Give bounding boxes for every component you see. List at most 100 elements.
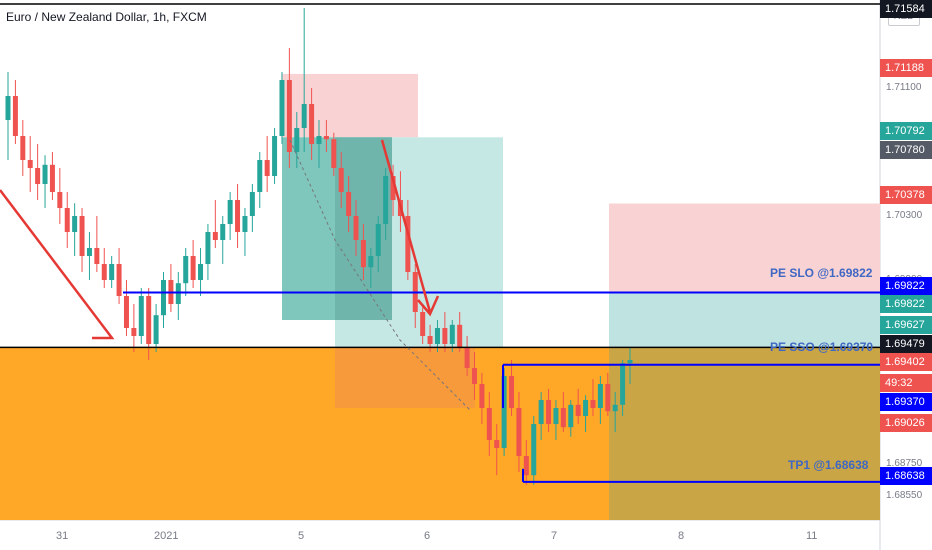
candle-body	[501, 376, 507, 448]
candle	[501, 368, 507, 456]
price-label: 1.69822	[880, 295, 932, 313]
candle	[57, 168, 63, 224]
price-label: 1.69026	[880, 414, 932, 432]
candle-body	[212, 232, 218, 240]
candle-body	[138, 296, 144, 336]
candle-body	[227, 200, 233, 224]
candle	[597, 376, 603, 424]
projection-path	[289, 139, 471, 411]
candle-body	[568, 404, 574, 428]
candle-body	[235, 200, 241, 232]
candle	[205, 224, 211, 280]
candle	[346, 176, 352, 232]
candle-body	[331, 139, 337, 168]
candle-body	[575, 404, 581, 416]
candle-body	[220, 224, 226, 240]
time-tick: 31	[56, 530, 69, 542]
candle-body	[583, 400, 589, 416]
candle	[405, 200, 411, 280]
red-arrow-1	[0, 189, 115, 340]
candle-body	[20, 136, 26, 160]
candle	[12, 80, 18, 144]
candle-body	[553, 408, 559, 424]
candle	[353, 200, 359, 256]
candle-body	[183, 256, 189, 284]
candle	[138, 288, 144, 344]
candle-body	[153, 315, 159, 344]
candle-body	[516, 408, 522, 456]
candle	[442, 312, 448, 352]
candle-body	[205, 232, 211, 264]
candle-body	[279, 80, 285, 136]
price-label: 1.70792	[880, 122, 932, 140]
candle-body	[64, 208, 70, 232]
candle	[531, 416, 537, 485]
time-tick: 7	[551, 530, 558, 542]
candle	[605, 372, 611, 416]
candle	[509, 360, 515, 416]
candle-body	[175, 283, 181, 304]
candle	[331, 132, 337, 176]
candle-body	[5, 96, 11, 120]
candle-body	[405, 216, 411, 272]
candle-body	[420, 312, 426, 336]
overlay-drawings	[0, 139, 880, 483]
candle	[375, 216, 381, 272]
candle-body	[612, 404, 618, 412]
candle-body	[301, 104, 307, 128]
candle	[553, 400, 559, 440]
candle	[72, 203, 78, 256]
candle-body	[383, 176, 389, 224]
candle-body	[323, 136, 329, 140]
candle	[5, 72, 11, 160]
candle	[227, 192, 233, 240]
candle-body	[286, 80, 292, 152]
candle	[153, 304, 159, 352]
candle	[560, 392, 566, 432]
candle	[620, 360, 626, 416]
candle	[360, 224, 366, 280]
price-tick: 1.70300	[886, 210, 923, 221]
candle-body	[249, 192, 255, 216]
candle-body	[264, 160, 270, 176]
candle-body	[390, 176, 396, 200]
candle-body	[627, 360, 633, 364]
candle	[42, 155, 48, 208]
candle-body	[597, 384, 603, 408]
red-arrow-2-head	[417, 295, 440, 317]
olive-zone	[609, 347, 880, 520]
candle	[64, 192, 70, 248]
candle-body	[72, 216, 78, 232]
candle-body	[590, 400, 596, 408]
candle-body	[316, 136, 322, 144]
candle-body	[538, 400, 544, 424]
price-label: 49:32	[880, 374, 932, 392]
candle	[198, 248, 204, 296]
candle-body	[353, 216, 359, 240]
candle	[190, 240, 196, 288]
candle	[457, 312, 463, 352]
price-tick: 1.68550	[886, 490, 923, 501]
candle	[94, 216, 100, 272]
candle	[309, 88, 315, 160]
candle	[575, 388, 581, 424]
candle-body	[79, 216, 85, 256]
candle	[242, 208, 248, 256]
candle	[272, 128, 278, 184]
candle	[568, 400, 574, 437]
candle-body	[242, 216, 248, 232]
candles-group	[5, 8, 633, 485]
candle-body	[464, 347, 470, 368]
candle	[220, 216, 226, 264]
candle	[175, 272, 181, 320]
candle	[101, 248, 107, 288]
candle-body	[472, 368, 477, 384]
candle	[368, 248, 374, 288]
time-tick: 11	[806, 530, 818, 542]
candle-body	[449, 324, 455, 344]
price-label: 1.69479	[880, 335, 932, 353]
candle	[464, 336, 470, 376]
candle	[479, 372, 485, 424]
candle-body	[123, 296, 129, 328]
